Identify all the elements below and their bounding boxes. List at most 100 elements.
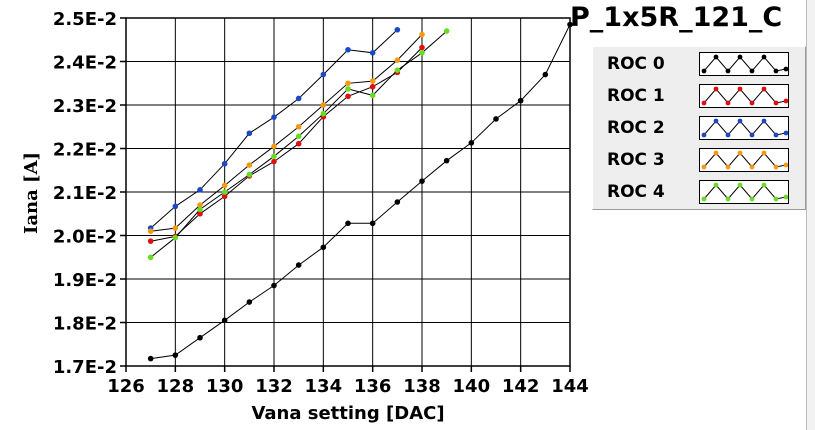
data-point — [345, 93, 351, 100]
legend-label: ROC 3 — [607, 150, 665, 170]
data-point — [419, 50, 425, 56]
y-tick-label: 2.4E-2 — [53, 53, 117, 74]
legend-swatch-marker — [701, 100, 707, 106]
data-point — [172, 234, 179, 241]
data-point — [369, 220, 376, 227]
legend-swatch-line — [703, 88, 787, 104]
y-tick-label: 2.1E-2 — [53, 183, 117, 204]
legend-swatch-marker — [773, 196, 779, 202]
data-point — [443, 28, 450, 34]
legend-swatch-marker — [713, 54, 719, 60]
legend-swatch-marker — [773, 164, 779, 170]
data-point — [320, 110, 327, 117]
legend-entry: ROC 2 — [593, 112, 803, 144]
y-tick-label: 2.3E-2 — [53, 96, 117, 117]
series-line — [150, 47, 423, 242]
data-point — [345, 86, 351, 92]
legend-swatch-marker — [737, 54, 743, 60]
legend-swatch-marker — [737, 182, 743, 188]
data-point — [320, 102, 327, 108]
data-point — [197, 187, 203, 193]
legend-swatch-marker — [761, 150, 767, 156]
x-tick-label: 130 — [206, 376, 244, 397]
legend-swatch-marker — [725, 132, 731, 138]
legend-swatch-marker — [773, 68, 779, 74]
data-point — [197, 206, 203, 213]
data-point — [369, 92, 376, 99]
x-tick-label: 132 — [255, 376, 293, 397]
legend-swatch-marker — [761, 182, 767, 188]
legend-entry: ROC 0 — [593, 48, 803, 80]
legend-swatch-marker — [713, 150, 719, 156]
data-point — [468, 140, 475, 146]
data-point — [345, 80, 351, 87]
data-point — [271, 158, 277, 165]
legend-swatch-marker — [701, 164, 707, 170]
data-point — [295, 140, 302, 147]
data-point — [295, 262, 302, 268]
data-point — [295, 95, 302, 102]
legend-swatch-marker — [713, 118, 719, 124]
legend-swatch-marker — [701, 68, 707, 74]
data-point — [419, 178, 425, 184]
data-point — [221, 193, 228, 200]
data-point — [271, 282, 277, 289]
legend-swatch-marker — [713, 86, 719, 92]
legend-entry: ROC 4 — [593, 176, 803, 208]
data-point — [493, 116, 499, 122]
legend-swatch-marker — [725, 100, 731, 106]
data-point — [147, 228, 154, 234]
legend-swatch-marker — [749, 68, 755, 74]
data-point — [295, 123, 302, 130]
data-point — [419, 31, 425, 38]
data-point — [443, 157, 450, 164]
legend-swatch-marker — [749, 100, 755, 106]
data-point — [197, 202, 203, 208]
legend-swatch-marker — [701, 132, 707, 138]
data-point — [345, 220, 351, 227]
series-1 — [147, 44, 425, 244]
legend-swatch — [699, 116, 789, 140]
data-point — [197, 334, 203, 341]
legend-swatch-marker — [749, 196, 755, 202]
legend-swatch-marker — [761, 54, 767, 60]
x-tick-label: 142 — [502, 376, 540, 397]
data-point — [147, 254, 154, 261]
series-0 — [147, 21, 573, 362]
legend-entry: ROC 1 — [593, 80, 803, 112]
legend-swatch-marker — [737, 150, 743, 156]
legend: ROC 0 ROC 1 ROC 2 ROC 3 ROC 4 — [592, 46, 806, 210]
data-point — [419, 44, 425, 51]
window-edge — [806, 0, 815, 430]
data-point — [197, 210, 203, 217]
data-point — [147, 238, 154, 244]
x-tick-label: 144 — [551, 376, 589, 397]
data-point — [369, 83, 376, 90]
legend-swatch-marker — [749, 132, 755, 138]
legend-label: ROC 4 — [607, 182, 665, 202]
data-point — [172, 225, 179, 231]
legend-swatch-marker — [773, 132, 779, 138]
data-point — [320, 71, 327, 78]
series-4 — [147, 28, 450, 261]
data-point — [221, 317, 228, 324]
y-tick-label: 1.8E-2 — [53, 314, 117, 335]
data-point — [567, 21, 573, 28]
x-tick-label: 138 — [403, 376, 441, 397]
legend-swatch-marker — [761, 118, 767, 124]
legend-swatch-marker — [761, 86, 767, 92]
series-line — [150, 24, 571, 360]
data-point — [221, 182, 228, 189]
data-point — [172, 352, 179, 358]
legend-swatch-marker — [737, 118, 743, 124]
data-point — [221, 160, 228, 167]
legend-swatch-line — [703, 56, 787, 72]
series-layer — [147, 21, 573, 362]
legend-swatch — [699, 148, 789, 172]
data-point — [345, 46, 351, 53]
data-point — [542, 71, 549, 78]
legend-swatch-marker — [783, 66, 789, 72]
y-tick-label: 1.7E-2 — [53, 357, 117, 378]
legend-swatch-marker — [713, 182, 719, 188]
